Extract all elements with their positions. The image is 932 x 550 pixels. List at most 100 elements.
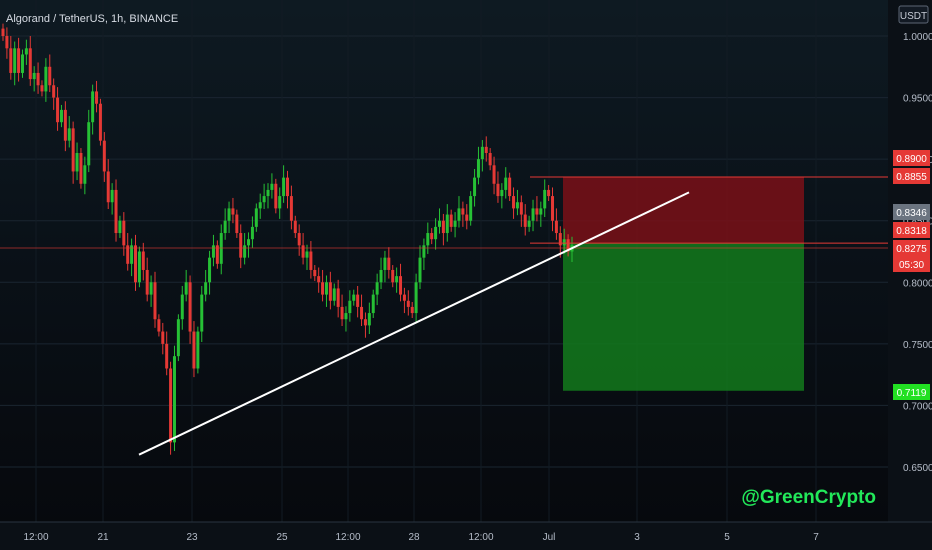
candle [5, 27, 9, 59]
candle [149, 275, 153, 307]
candle [426, 222, 430, 254]
overlay-lines [0, 176, 888, 456]
currency-button[interactable]: USDT [898, 5, 929, 24]
candle [63, 101, 67, 152]
candle [321, 269, 325, 302]
candle [488, 148, 492, 171]
candle [535, 196, 539, 222]
candle [110, 183, 114, 215]
candle [484, 136, 488, 162]
candle [75, 142, 79, 181]
x-tick-label: 12:00 [335, 532, 360, 543]
candle [422, 238, 426, 270]
candle [227, 201, 231, 234]
time-axis[interactable]: 12:00 21 23 25 12:00 28 12:00 Jul 3 5 7 [0, 521, 932, 550]
candle [539, 201, 543, 227]
y-tick-label: 0.9500 [903, 94, 932, 105]
watermark-text: @GreenCrypto [741, 487, 876, 508]
candle [523, 204, 527, 236]
candle [313, 265, 317, 282]
candle [289, 185, 293, 230]
x-tick-label: 3 [634, 532, 640, 543]
candle [36, 62, 40, 94]
candle [309, 241, 313, 279]
x-tick-label: 21 [97, 532, 109, 543]
candle [379, 257, 383, 290]
candle [13, 41, 17, 86]
candle [184, 269, 188, 302]
candle [28, 36, 32, 86]
x-tick-label: 23 [186, 532, 198, 543]
candle [79, 148, 83, 189]
x-tick-label: 5 [724, 532, 730, 543]
candle [469, 191, 473, 226]
candle [547, 185, 551, 202]
x-tick-label: 25 [276, 532, 288, 543]
candle [52, 78, 56, 110]
candle [83, 156, 87, 195]
candle [137, 246, 141, 288]
candle [211, 234, 215, 267]
price-badge: 0.8275 [893, 240, 930, 256]
price-badge: 0.8855 [893, 168, 930, 184]
candle [531, 199, 535, 232]
candle [188, 275, 192, 344]
candle [215, 240, 219, 269]
candle [278, 187, 282, 219]
candle [254, 203, 258, 232]
candle [196, 326, 200, 374]
candle [235, 209, 239, 238]
candle [118, 215, 122, 238]
candle [17, 37, 21, 82]
candle [406, 290, 410, 316]
price-badge-label: 0.8855 [896, 172, 927, 183]
candle [414, 273, 418, 324]
candle [208, 250, 212, 295]
candle [243, 233, 247, 265]
candle [367, 302, 371, 335]
candle [274, 178, 278, 214]
candle [59, 104, 63, 128]
candle [465, 204, 469, 230]
candle [145, 257, 149, 302]
candle [441, 213, 445, 246]
price-axis[interactable]: 1.00000.95000.90000.85000.80000.75000.70… [888, 0, 932, 550]
candle [172, 345, 176, 451]
price-badge-label: 0.8346 [896, 208, 927, 219]
candle [24, 39, 28, 65]
candle [340, 294, 344, 327]
candle [449, 209, 453, 232]
price-badge: 0.8900 [893, 150, 930, 166]
x-tick-label: 12:00 [23, 532, 48, 543]
price-badge-label: 05:30 [899, 260, 924, 271]
candle [504, 167, 508, 199]
candle [356, 285, 360, 318]
candle [402, 287, 406, 314]
candle [239, 224, 243, 269]
candle [204, 269, 208, 302]
candle [336, 279, 340, 318]
candle [231, 197, 235, 224]
candle [122, 212, 126, 256]
candle [87, 109, 91, 173]
candle [551, 187, 555, 232]
x-tick-label: 28 [408, 532, 420, 543]
candle [98, 98, 102, 146]
candle [71, 121, 75, 184]
candle [126, 233, 130, 271]
candle [399, 263, 403, 302]
candle [157, 314, 161, 337]
trend-line[interactable] [138, 191, 690, 456]
price-badge: 05:30 [893, 256, 930, 272]
candle [266, 183, 270, 209]
price-axis-bg [888, 0, 932, 550]
candle [437, 208, 441, 234]
candle [91, 84, 95, 135]
price-badge: 0.7119 [893, 384, 930, 400]
candle [566, 234, 570, 257]
candle [282, 165, 286, 203]
time-axis-bg [0, 522, 932, 550]
candle [391, 265, 395, 288]
